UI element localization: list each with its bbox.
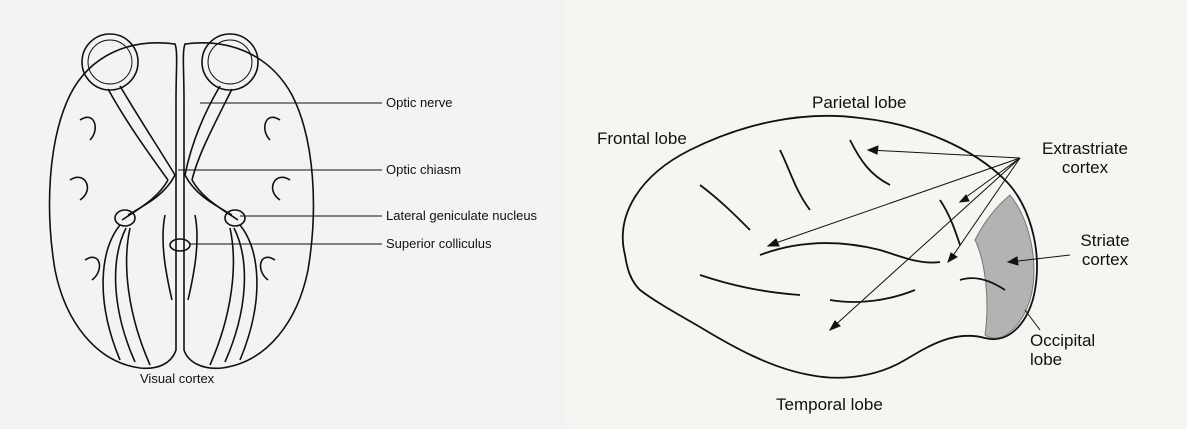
right-lgn bbox=[224, 209, 246, 227]
label-extrastriate-line2: cortex bbox=[1061, 157, 1109, 177]
label-superior-colliculus: Superior colliculus bbox=[386, 236, 492, 251]
striate-cortex-region bbox=[974, 194, 1035, 339]
label-occipital-line1: Occipital bbox=[1030, 331, 1096, 350]
label-temporal-lobe: Temporal lobe bbox=[776, 395, 883, 414]
left-optic-nerve bbox=[119, 85, 176, 176]
label-striate-line1: Striate bbox=[1080, 231, 1130, 250]
superior-colliculus bbox=[169, 238, 191, 252]
label-frontal-lobe: Frontal lobe bbox=[597, 129, 687, 148]
left-panel bbox=[0, 0, 565, 429]
right-optic-radiation bbox=[239, 224, 258, 361]
label-optic-chiasm: Optic chiasm bbox=[386, 162, 462, 177]
left-optic-radiation bbox=[102, 224, 121, 361]
brainstem bbox=[162, 214, 198, 301]
label-parietal-lobe: Parietal lobe bbox=[812, 93, 907, 112]
label-occipital-line2: lobe bbox=[1030, 349, 1063, 369]
right-optic-nerve bbox=[184, 85, 221, 176]
label-optic-nerve: Optic nerve bbox=[386, 95, 453, 110]
right-hemisphere-outline bbox=[182, 42, 315, 370]
label-striate: Striate cortex bbox=[1070, 231, 1140, 269]
label-striate-line2: cortex bbox=[1081, 249, 1129, 269]
brain-outline bbox=[621, 114, 1038, 379]
label-extrastriate-line1: Extrastriate bbox=[1042, 139, 1128, 158]
label-visual-cortex: Visual cortex bbox=[140, 371, 215, 386]
right-panel bbox=[565, 0, 1187, 429]
right-eyeball bbox=[201, 33, 259, 91]
label-lateral-geniculate: Lateral geniculate nucleus bbox=[386, 208, 538, 223]
label-occipital: Occipital lobe bbox=[1030, 331, 1096, 369]
left-hemisphere-outline bbox=[48, 42, 178, 370]
label-extrastriate: Extrastriate cortex bbox=[1030, 139, 1140, 177]
left-eyeball bbox=[81, 33, 139, 91]
visual-pathway-diagram bbox=[48, 33, 382, 370]
left-lgn bbox=[114, 209, 136, 227]
